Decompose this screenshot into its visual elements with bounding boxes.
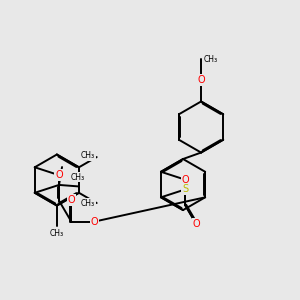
Text: O: O — [192, 219, 200, 229]
Text: O: O — [55, 170, 63, 180]
Text: O: O — [182, 175, 189, 185]
Text: S: S — [182, 184, 188, 194]
Text: CH₃: CH₃ — [204, 55, 218, 64]
Text: O: O — [68, 195, 75, 205]
Text: CH₃: CH₃ — [81, 199, 95, 208]
Text: O: O — [197, 75, 205, 85]
Text: CH₃: CH₃ — [81, 151, 95, 160]
Text: CH₃: CH₃ — [50, 229, 64, 238]
Text: O: O — [91, 217, 98, 226]
Text: CH₃: CH₃ — [71, 173, 85, 182]
